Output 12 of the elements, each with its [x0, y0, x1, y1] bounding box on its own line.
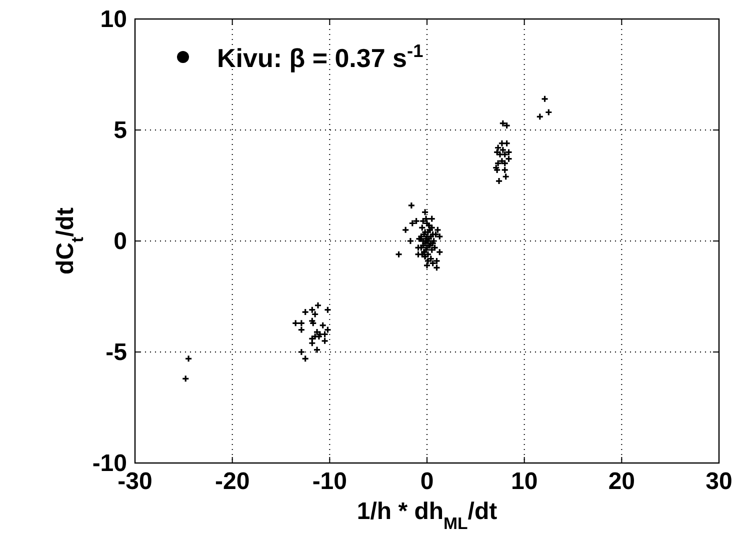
y-tick-label: -5	[106, 339, 127, 366]
x-tick-label: 30	[706, 468, 732, 495]
y-tick-label: 5	[114, 117, 127, 144]
x-tick-label: -10	[312, 468, 348, 495]
y-tick-label: 0	[114, 228, 127, 255]
x-tick-label: 20	[608, 468, 636, 495]
x-tick-label: 10	[510, 468, 538, 495]
x-tick-label: 0	[420, 468, 434, 495]
y-tick-label: 10	[100, 6, 127, 33]
legend-label: Kivu: β = 0.37 s$^{-1}$	[217, 41, 424, 73]
x-axis-title: 1/h * dh$_{ML}$/dt	[356, 498, 498, 532]
x-tick-label: -20	[214, 468, 250, 495]
